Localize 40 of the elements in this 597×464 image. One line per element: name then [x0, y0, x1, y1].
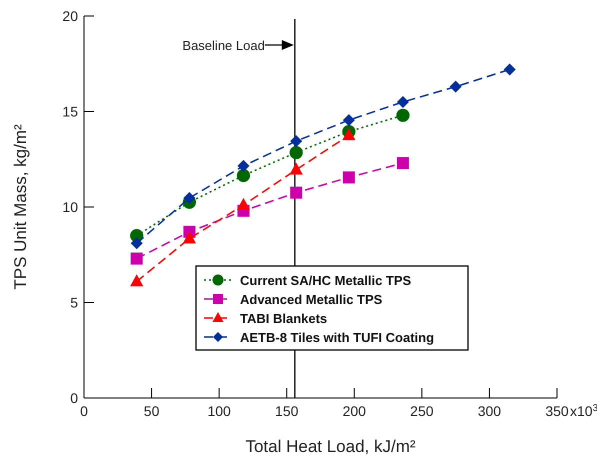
x-tick-label: 50	[144, 403, 160, 419]
point	[183, 192, 196, 204]
x-tick-label: 100	[207, 403, 232, 419]
x-tick-label: 300	[478, 403, 502, 419]
point	[342, 128, 356, 140]
x-tick-label: 0	[80, 403, 88, 419]
x-tick-label: 200	[342, 403, 366, 419]
point	[396, 157, 409, 170]
ref-line-label: Baseline Load	[182, 38, 265, 53]
point	[342, 171, 355, 184]
point	[130, 237, 143, 250]
x-tick-label: 250	[410, 403, 434, 419]
point	[450, 80, 462, 93]
y-tick-label: 5	[70, 294, 78, 310]
point	[396, 96, 409, 108]
point	[342, 114, 355, 126]
legend-label: AETB-8 Tiles with TUFI Coating	[240, 330, 434, 345]
point	[290, 146, 303, 160]
x-axis-title: Total Heat Load, kJ/m²	[245, 437, 416, 456]
x-tick-label: 350	[545, 403, 569, 419]
point	[182, 231, 196, 244]
y-tick-label: 0	[70, 390, 78, 406]
point	[504, 63, 516, 76]
x-tick-label: 150	[275, 403, 299, 419]
point	[237, 160, 250, 172]
legend-label: Advanced Metallic TPS	[240, 292, 383, 307]
point	[130, 274, 144, 286]
point	[290, 186, 302, 199]
point	[236, 168, 250, 182]
point	[290, 162, 303, 175]
y-tick-label: 10	[62, 199, 78, 215]
y-tick-label: 15	[62, 104, 78, 120]
y-axis-title: TPS Unit Mass, kg/m²	[11, 124, 30, 290]
y-tick-label: 20	[62, 8, 78, 24]
legend-label: TABI Blankets	[240, 311, 328, 326]
point	[130, 252, 143, 265]
point	[396, 108, 410, 122]
point	[236, 198, 250, 210]
point	[290, 135, 302, 148]
legend-label: Current SA/HC Metallic TPS	[240, 273, 412, 288]
